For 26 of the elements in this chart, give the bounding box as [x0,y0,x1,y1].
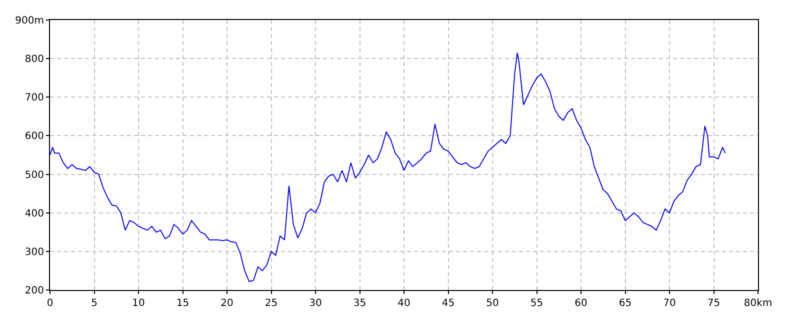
line-series [50,52,726,282]
x-tick-label: 80km [744,298,772,309]
y-tick-label: 200 [24,286,44,296]
y-tick-label: 700 [24,92,44,104]
y-tick-label: 900m [15,16,44,26]
x-tick-label: 70 [663,298,676,309]
x-tick-label: 50 [486,298,499,309]
y-tick-label: 800 [24,54,44,66]
x-tick-label: 40 [398,298,410,309]
x-tick-label: 15 [176,298,190,309]
y-tick-label: 300 [24,246,44,258]
y-tick-label: 500 [24,170,44,181]
x-tick-label: 5 [91,298,98,309]
y-tick-label: 400 [24,208,44,220]
x-tick-label: 25 [264,298,278,309]
x-tick-label: 75 [707,298,720,309]
y-tick-label: 600 [24,131,44,142]
x-tick-label: 45 [442,298,455,309]
x-tick-label: 65 [618,298,632,309]
x-tick-label: 10 [132,298,145,309]
x-tick-label: 20 [220,298,234,309]
x-tick-label: 35 [353,298,366,309]
x-tick-label: 30 [309,298,322,309]
x-tick-label: 0 [46,298,54,309]
x-tick-label: 55 [530,298,544,309]
x-tick-label: 60 [574,298,588,309]
